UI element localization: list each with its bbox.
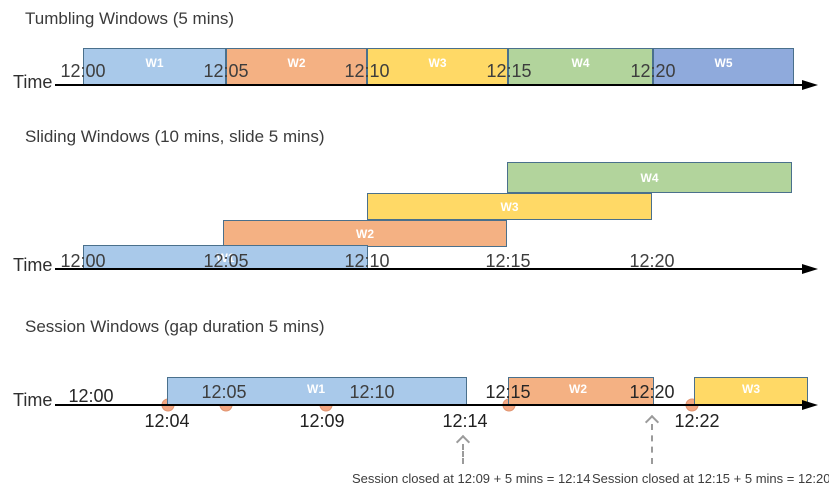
tumbling-tick-1200: 12:00 (60, 61, 106, 81)
window-label: W3 (428, 56, 447, 70)
tumbling-tick-1220: 12:20 (630, 61, 676, 81)
window-label: W5 (714, 56, 733, 70)
tumbling-tick-1205: 12:05 (203, 61, 249, 81)
session-window-w3 (694, 377, 808, 406)
session-time-axis-label: Time (13, 390, 53, 410)
event-label-1204: 12:04 (144, 411, 190, 431)
sliding-timeline-arrowhead-icon (802, 264, 818, 274)
session-window-w1 (167, 377, 467, 406)
event-label-1222: 12:22 (674, 411, 720, 431)
window-label: W1 (145, 56, 164, 70)
sliding-tick-1210: 12:10 (344, 251, 390, 271)
session-tick-1220: 12:20 (629, 382, 675, 402)
tumbling-section-title: Tumbling Windows (5 mins) (25, 9, 235, 28)
window-label: W2 (569, 382, 587, 396)
event-label-1209: 12:09 (299, 411, 345, 431)
window-label: W1 (216, 250, 235, 265)
window-label: W3 (742, 382, 760, 396)
sliding-section-title: Sliding Windows (10 mins, slide 5 mins) (25, 127, 325, 146)
tumbling-window-w5: W5 (653, 48, 794, 85)
sliding-window-w2: W2 (223, 220, 507, 247)
session-timeline-arrowhead-icon (802, 400, 818, 410)
tumbling-window-w1: W1 (83, 48, 226, 85)
session-tick-1200: 12:00 (68, 386, 114, 406)
tumbling-time-axis-label: Time (13, 72, 53, 92)
tumbling-window-w3: W3 (367, 48, 508, 85)
tumbling-tick-1210: 12:10 (344, 61, 390, 81)
sliding-tick-1215: 12:15 (485, 251, 531, 271)
window-label: W3 (500, 199, 519, 214)
sliding-window-w1: W1 (83, 245, 368, 270)
session-section-title: Session Windows (gap duration 5 mins) (25, 317, 325, 336)
tumbling-timeline (55, 84, 803, 86)
tumbling-timeline-arrowhead-icon (802, 80, 818, 90)
session-tick-1205: 12:05 (201, 382, 247, 402)
sliding-window-w4: W4 (507, 162, 792, 193)
sliding-timeline (55, 268, 803, 270)
session-annotation-2: Session closed at 12:15 + 5 mins = 12:20 (592, 471, 829, 486)
window-label: W1 (307, 382, 325, 396)
window-label: W4 (640, 170, 659, 185)
sliding-tick-1205: 12:05 (203, 251, 249, 271)
sliding-tick-1200: 12:00 (60, 251, 106, 271)
window-label: W2 (356, 226, 374, 241)
sliding-tick-1220: 12:20 (629, 251, 675, 271)
sliding-time-axis-label: Time (13, 255, 53, 275)
sliding-window-w3: W3 (367, 193, 652, 220)
window-label: W4 (571, 56, 590, 70)
session-tick-1215: 12:15 (485, 382, 531, 402)
session-tick-1210: 12:10 (349, 382, 395, 402)
window-label: W2 (287, 56, 306, 70)
session-annotation-1: Session closed at 12:09 + 5 mins = 12:14 (352, 471, 591, 486)
tumbling-tick-1215: 12:15 (486, 61, 532, 81)
session-timeline (55, 404, 803, 406)
event-label-1214: 12:14 (442, 411, 488, 431)
